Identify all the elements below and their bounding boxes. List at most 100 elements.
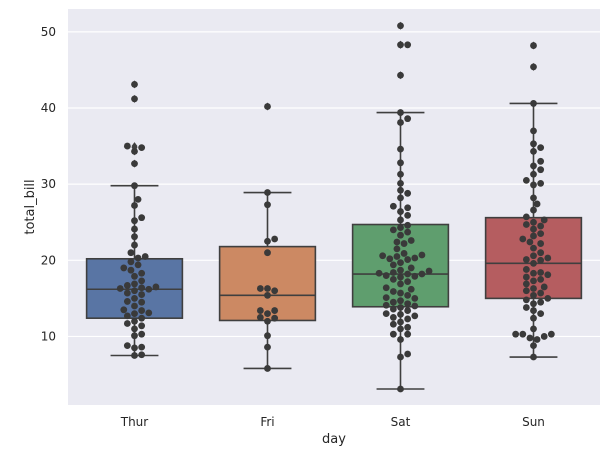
swarm-point <box>131 95 138 103</box>
swarm-point <box>131 294 138 302</box>
swarm-point <box>145 285 153 293</box>
swarm-point <box>382 310 390 318</box>
x-tick-label: Sun <box>522 415 545 429</box>
swarm-point <box>537 144 545 152</box>
swarm-point <box>404 221 412 229</box>
swarm-point <box>404 189 412 197</box>
swarm-point <box>131 148 138 155</box>
swarm-point <box>404 211 412 219</box>
swarm-point <box>537 230 545 238</box>
swarm-point <box>138 343 146 351</box>
swarm-point <box>382 294 390 302</box>
y-tick-label: 10 <box>41 329 56 343</box>
swarm-point <box>404 315 412 323</box>
swarm-point <box>400 250 408 257</box>
plot-background <box>68 9 600 405</box>
swarm-point <box>379 252 387 260</box>
swarm-point <box>131 344 138 352</box>
swarm-point <box>264 343 271 351</box>
swarm-point <box>397 22 404 30</box>
swarm-point <box>544 294 552 302</box>
swarm-point <box>537 222 545 230</box>
swarm-point <box>530 314 537 322</box>
swarm-point <box>425 267 433 275</box>
swarm-point <box>530 181 537 189</box>
swarm-point <box>533 200 541 208</box>
swarm-point <box>522 273 530 281</box>
swarm-point <box>537 289 545 297</box>
swarm-point <box>404 41 412 49</box>
swarm-point <box>530 162 537 170</box>
swarm-point <box>512 330 520 338</box>
x-tick-label: Thur <box>120 415 149 429</box>
swarm-point <box>397 280 404 288</box>
swarm-point <box>123 342 131 349</box>
swarm-point <box>152 283 160 291</box>
swarm-point <box>537 269 545 276</box>
swarm-point <box>530 218 537 226</box>
swarm-point <box>530 285 537 292</box>
swarm-point <box>522 221 530 228</box>
swarm-point <box>397 159 404 167</box>
swarm-point <box>522 280 530 288</box>
swarm-point <box>404 300 412 308</box>
swarm-point <box>400 240 408 247</box>
swarm-point <box>131 325 138 333</box>
swarm-point <box>131 332 138 340</box>
swarm-point <box>397 41 404 49</box>
swarm-point <box>138 284 146 292</box>
swarm-point <box>131 80 138 88</box>
swarm-point <box>397 145 404 153</box>
swarm-point <box>389 330 397 338</box>
swarm-point <box>404 278 412 286</box>
swarm-point <box>530 232 537 240</box>
swarm-point <box>123 282 131 289</box>
swarm-point <box>116 285 124 292</box>
swarm-point <box>397 325 404 333</box>
swarm-point <box>397 336 404 343</box>
swarm-point <box>264 332 271 340</box>
swarm-point <box>530 170 537 178</box>
swarm-point <box>138 307 146 314</box>
swarm-point <box>526 238 534 246</box>
swarm-point <box>404 323 412 331</box>
swarm-point <box>540 333 548 340</box>
swarm-point <box>519 235 527 243</box>
swarm-point <box>389 314 397 321</box>
swarm-point <box>131 233 138 241</box>
swarm-point <box>404 256 412 263</box>
swarm-point <box>418 270 426 278</box>
swarm-point <box>145 309 153 317</box>
swarm-point <box>404 330 412 338</box>
swarm-point <box>389 261 397 269</box>
swarm-point <box>397 353 404 361</box>
swarm-point <box>397 289 404 297</box>
swarm-point <box>120 264 128 272</box>
swarm-point <box>134 254 142 262</box>
swarm-point <box>393 253 401 260</box>
swarm-point <box>131 272 138 280</box>
swarm-point <box>407 264 415 272</box>
swarm-point <box>533 336 541 343</box>
swarm-point <box>264 317 271 325</box>
swarm-point <box>522 256 530 263</box>
swarm-point <box>540 283 548 291</box>
swarm-point <box>530 353 537 361</box>
swarm-point <box>537 240 545 247</box>
swarm-point <box>123 142 131 150</box>
swarm-point <box>522 213 530 221</box>
swarm-point <box>404 291 412 299</box>
swarm-point <box>138 269 146 277</box>
swarm-point <box>389 320 397 328</box>
swarm-point <box>407 285 415 293</box>
swarm-point <box>397 216 404 224</box>
swarm-point <box>375 269 383 277</box>
swarm-point <box>397 109 404 116</box>
swarm-point <box>138 322 146 330</box>
swarm-point <box>530 42 537 49</box>
swarm-point <box>530 244 537 252</box>
swarm-point <box>397 224 404 231</box>
swarm-point <box>264 103 271 110</box>
swarm-point <box>389 298 397 306</box>
swarm-point <box>537 275 545 283</box>
